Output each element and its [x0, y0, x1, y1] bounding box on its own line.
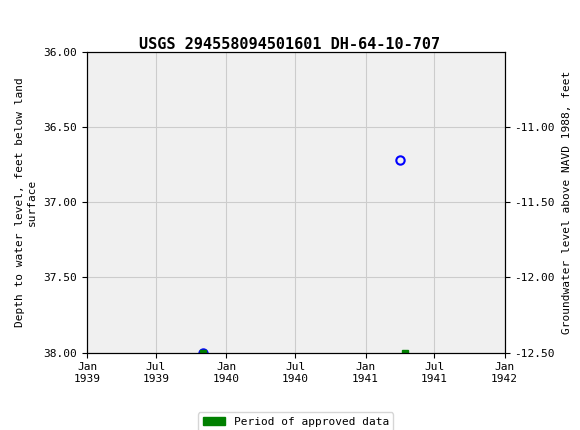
- Legend: Period of approved data: Period of approved data: [198, 412, 393, 430]
- Text: USGS 294558094501601 DH-64-10-707: USGS 294558094501601 DH-64-10-707: [139, 37, 441, 52]
- Y-axis label: Depth to water level, feet below land
surface: Depth to water level, feet below land su…: [15, 77, 37, 327]
- Text: ≡USGS: ≡USGS: [12, 10, 70, 29]
- Y-axis label: Groundwater level above NAVD 1988, feet: Groundwater level above NAVD 1988, feet: [562, 71, 572, 334]
